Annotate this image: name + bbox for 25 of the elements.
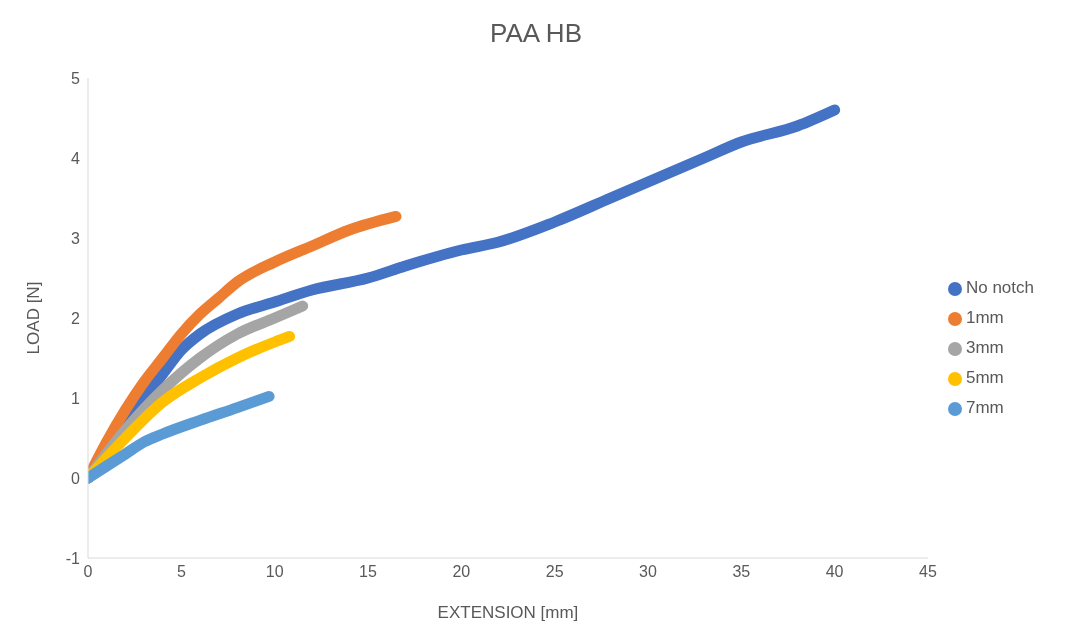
chart-title: PAA HB xyxy=(489,17,583,50)
y-tick-label: 1 xyxy=(71,389,81,407)
x-tick-label: 25 xyxy=(545,563,564,581)
x-tick-label: 20 xyxy=(452,563,471,581)
legend-label: 3mm xyxy=(965,338,1004,357)
x-tick-label: 30 xyxy=(639,563,657,581)
x-tick-label: 10 xyxy=(265,563,284,581)
x-tick-label: 45 xyxy=(919,563,937,581)
y-tick-label: 5 xyxy=(71,69,81,87)
y-tick-label: -1 xyxy=(65,549,81,567)
y-tick-label: 4 xyxy=(71,149,81,167)
y-tick-label: 3 xyxy=(71,229,81,247)
x-tick-label: 40 xyxy=(825,563,844,581)
x-tick-label: 15 xyxy=(359,563,377,581)
x-tick-label: 0 xyxy=(83,563,93,581)
legend-label: 1mm xyxy=(965,308,1004,327)
legend-label: 7mm xyxy=(965,398,1004,417)
y-tick-label: 0 xyxy=(71,469,81,487)
x-tick-label: 5 xyxy=(176,563,186,581)
y-tick-label: 2 xyxy=(71,309,81,327)
legend-label: No notch xyxy=(965,278,1034,297)
x-tick-label: 35 xyxy=(732,563,751,581)
y-axis-title: LOAD [N] xyxy=(24,281,44,355)
x-axis-title: EXTENSION [mm] xyxy=(437,603,579,622)
legend-label: 5mm xyxy=(965,368,1004,387)
